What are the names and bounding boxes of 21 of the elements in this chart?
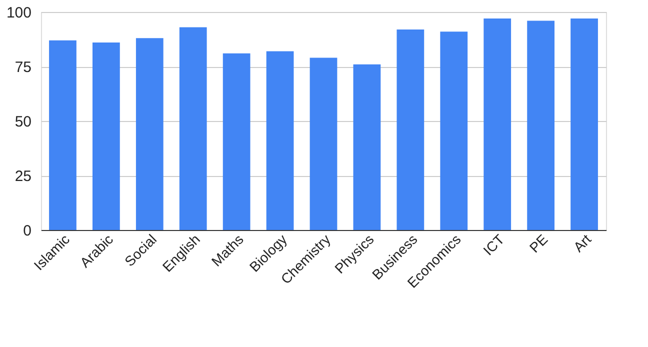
bar — [440, 32, 468, 230]
x-tick-label: PE — [526, 231, 551, 256]
x-tick-label: Art — [570, 231, 594, 256]
y-tick-label: 25 — [14, 168, 32, 185]
bar — [310, 58, 338, 230]
y-tick-label: 100 — [6, 4, 32, 22]
bar — [136, 38, 164, 230]
y-tick-label: 50 — [14, 114, 32, 130]
bar — [222, 53, 250, 230]
bar — [49, 40, 76, 230]
bar — [527, 20, 554, 230]
bar — [484, 18, 512, 230]
bar — [396, 29, 424, 230]
bar — [179, 27, 207, 230]
bar — [570, 18, 598, 230]
bar — [92, 42, 120, 230]
bar — [266, 51, 294, 230]
y-tick-label: 75 — [14, 59, 32, 76]
bar — [353, 64, 381, 230]
x-tick-label: ICT — [480, 230, 508, 258]
y-tick-label: 0 — [23, 222, 32, 240]
